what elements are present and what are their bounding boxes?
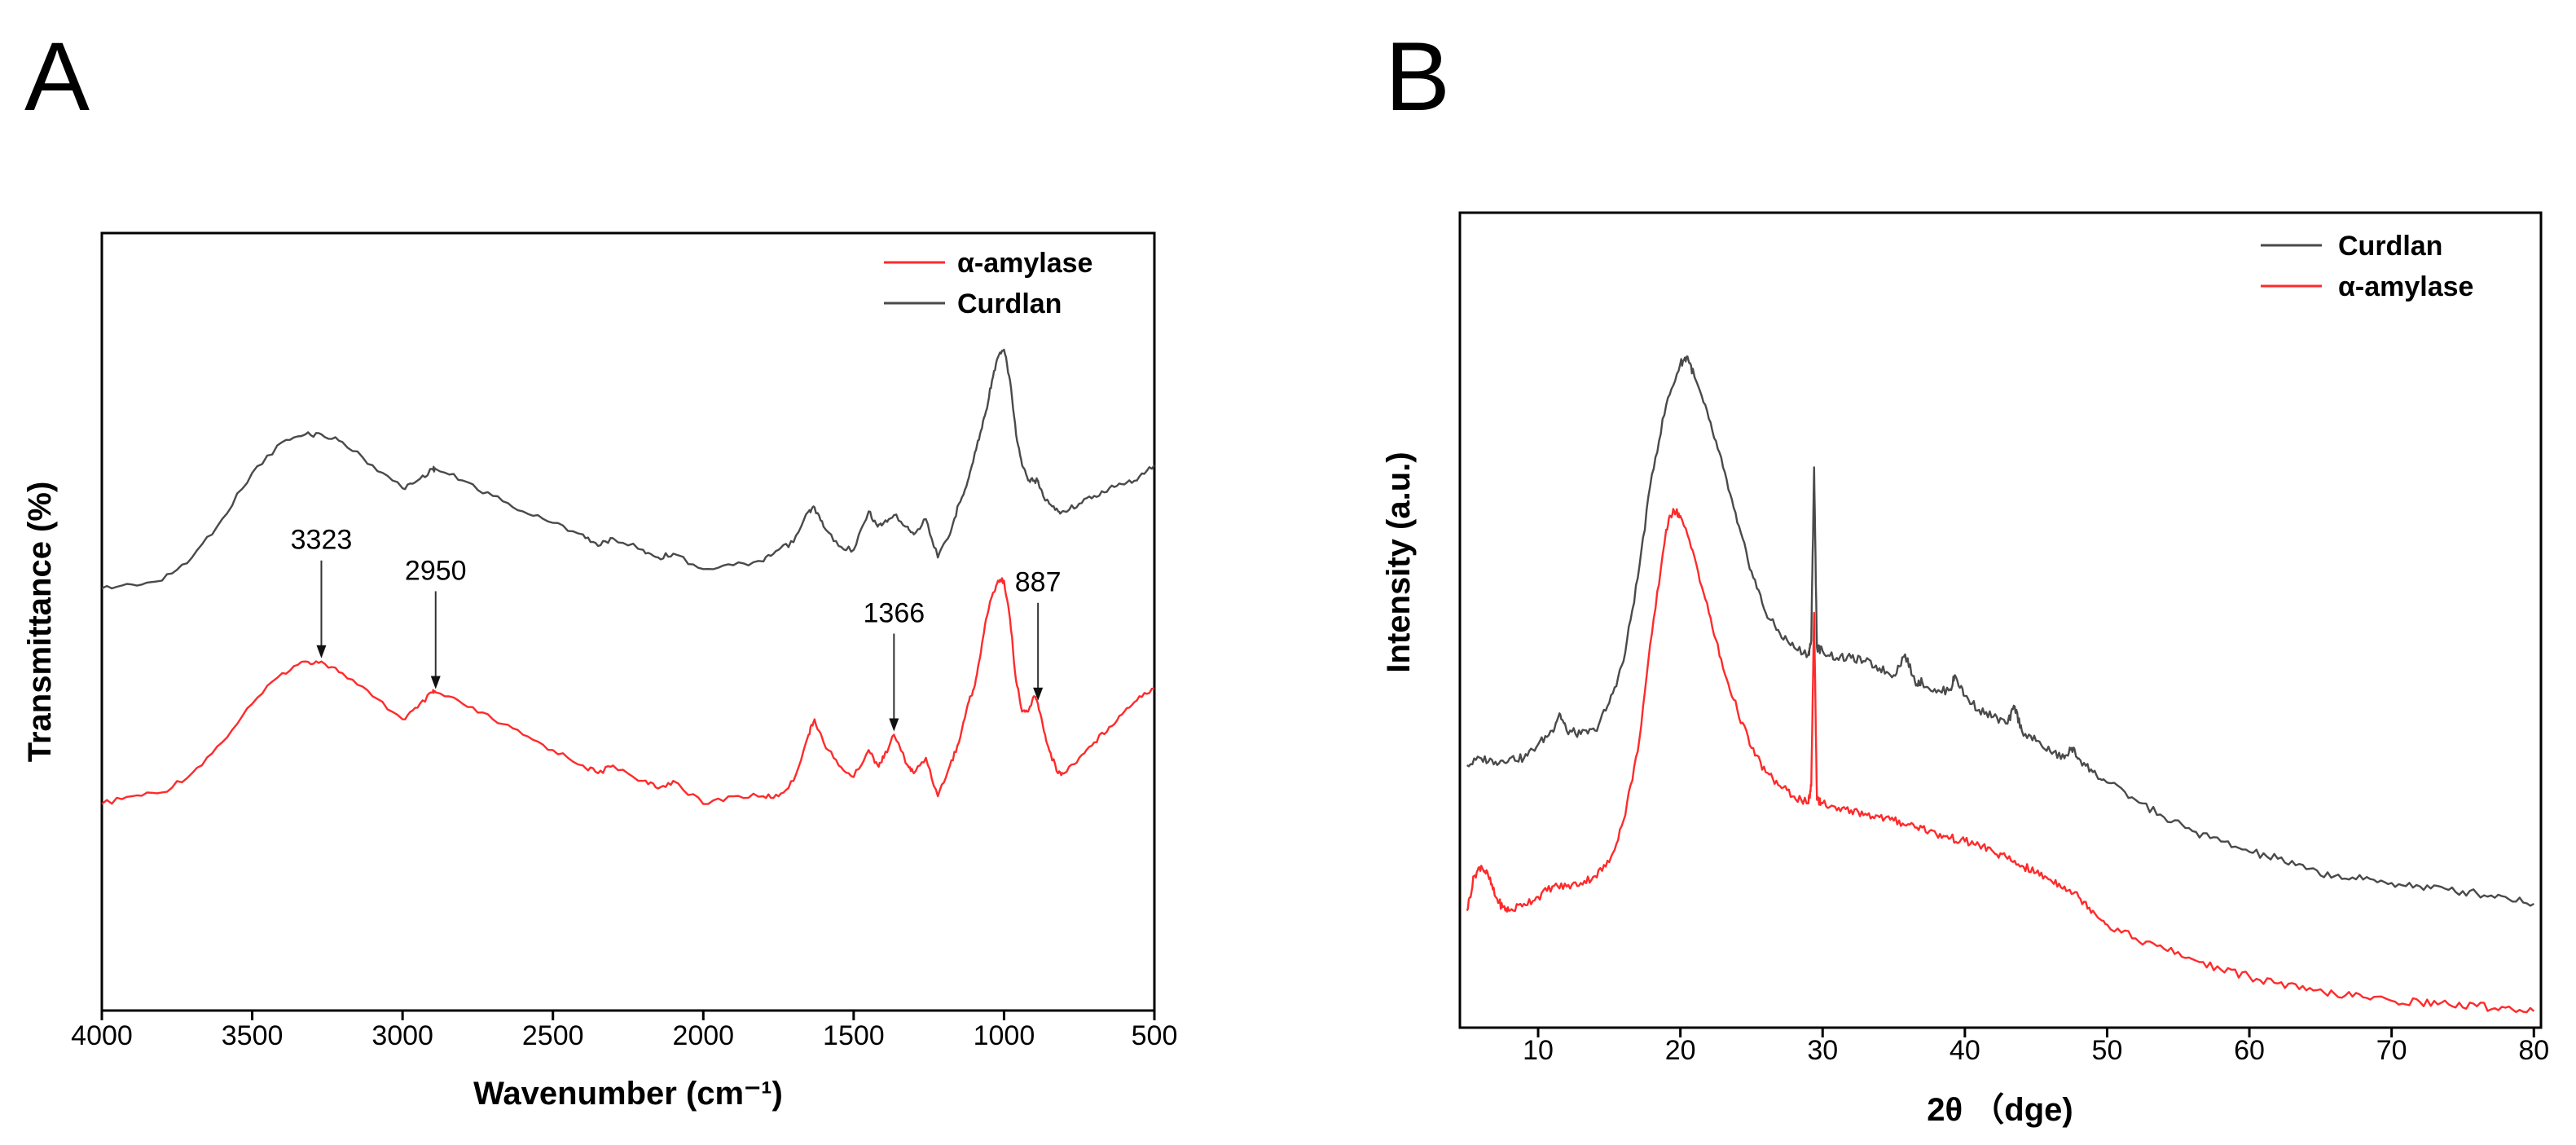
annotation-arrowhead [1033,687,1044,701]
xrd-series-amylase [1466,508,2535,1014]
xrd-chart: 10 20 30 40 50 60 70 80 Curdlan α-amylase 2θ （dg… [1381,211,2549,1128]
ftir-x-ticks: 4000 3500 3000 2500 2000 1500 1000 500 [71,1011,1177,1051]
annotation-arrowhead [316,645,327,658]
xrd-x-tick-label: 30 [1807,1035,1838,1066]
annotation-label: 2950 [405,556,467,587]
xrd-series-curdlan [1466,355,2534,907]
xrd-y-axis-title: Intensity (a.u.) [1381,451,1417,672]
xrd-x-tick-label: 60 [2234,1035,2265,1066]
ftir-x-tick-label: 1000 [974,1020,1035,1051]
ftir-series-amylase [101,577,1155,805]
xrd-x-tick-label: 20 [1665,1035,1696,1066]
panel-label-a: A [24,22,90,131]
annotation-label: 887 [1015,567,1062,598]
ftir-chart: 3323 2950 1366 887 4000 3500 3000 2500 2000 1500… [22,231,1177,1112]
legend-label-amylase: α-amylase [2338,271,2473,302]
ftir-x-tick-label: 500 [1132,1020,1178,1051]
xrd-plot-frame [1458,211,2543,1029]
legend-label-curdlan: Curdlan [957,288,1062,319]
legend-label-curdlan: Curdlan [2338,231,2442,262]
xrd-x-tick-label: 10 [1523,1035,1554,1066]
legend-label-amylase: α-amylase [957,248,1092,279]
ftir-legend: α-amylase Curdlan [884,248,1092,319]
ftir-x-tick-label: 3000 [371,1020,433,1051]
ftir-x-tick-label: 1500 [823,1020,885,1051]
ftir-series-curdlan [101,348,1155,590]
xrd-x-tick-label: 50 [2092,1035,2123,1066]
xrd-x-tick-label: 40 [1950,1035,1980,1066]
annotation-label: 3323 [291,525,353,556]
xrd-legend: Curdlan α-amylase [2261,231,2473,302]
ftir-annotations: 3323 2950 1366 887 [291,525,1062,732]
annotation-label: 1366 [864,598,925,629]
xrd-series-group [1466,355,2535,1014]
xrd-x-tick-label: 70 [2376,1035,2407,1066]
ftir-y-axis-title: Transmittance (%) [22,482,58,763]
ftir-x-tick-label: 3500 [222,1020,284,1051]
panel-label-b: B [1385,22,1450,131]
ftir-series-group [101,348,1155,805]
xrd-x-tick-label: 80 [2518,1035,2549,1066]
ftir-x-tick-label: 2500 [522,1020,584,1051]
ftir-plot-frame [100,231,1156,1012]
xrd-x-ticks: 10 20 30 40 50 60 70 80 [1523,1028,2549,1066]
xrd-x-axis-title: 2θ （dge) [1927,1092,2073,1128]
ftir-x-tick-label: 2000 [672,1020,734,1051]
annotation-arrowhead [889,718,899,732]
annotation-arrowhead [430,676,441,689]
ftir-x-axis-title: Wavenumber (cm⁻¹) [473,1076,783,1112]
ftir-x-tick-label: 4000 [71,1020,133,1051]
